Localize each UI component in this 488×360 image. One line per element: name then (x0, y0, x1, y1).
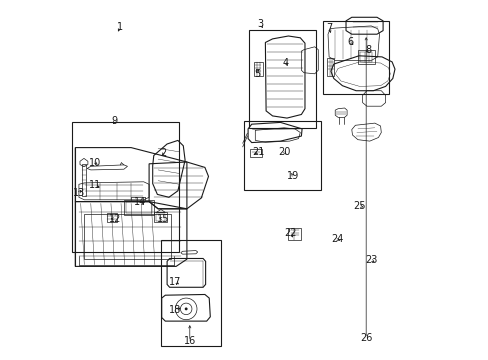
Text: 10: 10 (89, 158, 101, 168)
Text: 5: 5 (253, 69, 260, 79)
Text: 15: 15 (157, 214, 169, 224)
Bar (123, 200, 154, 215)
Text: 23: 23 (364, 255, 377, 265)
Text: 8: 8 (365, 45, 371, 55)
Text: 6: 6 (347, 37, 353, 48)
Bar (154, 212, 167, 222)
Text: 4: 4 (282, 58, 288, 68)
Text: 17: 17 (169, 276, 181, 287)
Bar (156, 214, 165, 221)
Text: 2: 2 (160, 148, 166, 158)
Bar (72, 122, 179, 252)
Text: 26: 26 (359, 333, 371, 343)
Text: 11: 11 (89, 180, 101, 190)
Text: 9: 9 (112, 116, 118, 126)
Bar (244, 121, 320, 190)
Bar (360, 52, 371, 62)
Bar (248, 30, 316, 128)
Bar (81, 164, 86, 196)
Text: 14: 14 (134, 197, 146, 207)
Text: 24: 24 (330, 234, 343, 244)
Text: 1: 1 (117, 22, 123, 32)
Circle shape (184, 307, 187, 310)
Text: 20: 20 (277, 147, 290, 157)
Text: 13: 13 (73, 188, 85, 198)
Bar (254, 62, 262, 76)
Text: 7: 7 (325, 23, 331, 33)
Bar (249, 149, 261, 157)
Text: 22: 22 (284, 228, 296, 238)
Text: 18: 18 (169, 305, 181, 315)
Text: 12: 12 (108, 214, 121, 224)
Bar (357, 50, 374, 64)
Text: 19: 19 (286, 171, 299, 181)
Bar (161, 240, 221, 346)
Text: 21: 21 (252, 147, 264, 157)
Bar (322, 21, 388, 94)
Text: 16: 16 (183, 336, 196, 346)
Bar (326, 58, 334, 76)
Bar (84, 214, 170, 259)
Bar (126, 202, 152, 213)
Text: 25: 25 (353, 201, 365, 211)
Bar (107, 213, 117, 222)
Bar (288, 228, 301, 240)
Text: 3: 3 (257, 19, 263, 30)
